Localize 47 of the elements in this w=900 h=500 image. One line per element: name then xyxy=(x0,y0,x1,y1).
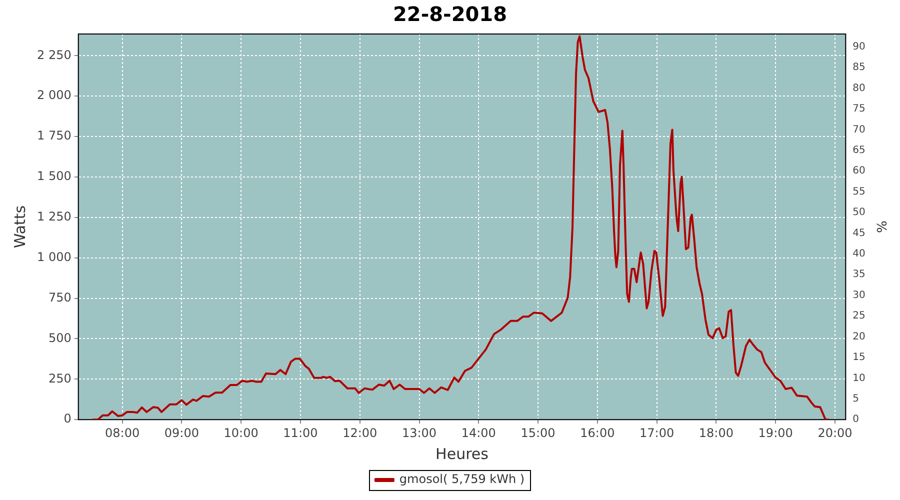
y-tick-label: 1 500 xyxy=(36,169,72,184)
y2-tick-label: 60 xyxy=(852,166,866,177)
y-tick-label: 500 xyxy=(48,330,72,345)
x-tick-label: 15:00 xyxy=(520,426,556,440)
y-tick-label: 1 250 xyxy=(36,210,72,224)
y-tick-label: 750 xyxy=(48,290,72,304)
y2-tick-label: 80 xyxy=(852,82,866,94)
y-tick-label: 0 xyxy=(64,412,72,426)
x-tick-label: 09:00 xyxy=(164,426,199,440)
x-tick-label: 14:00 xyxy=(461,426,496,440)
y2-axis-title: % xyxy=(872,220,888,233)
x-tick-label: 11:00 xyxy=(283,426,318,440)
y2-tick-label: 5 xyxy=(852,393,860,404)
y2-tick-label: 90 xyxy=(852,41,866,52)
y-tick-label: 1 000 xyxy=(36,250,72,264)
y-axis-title: Watts xyxy=(10,205,29,248)
x-tick-label: 16:00 xyxy=(580,426,615,440)
chart-title: 22-8-2018 xyxy=(392,2,508,26)
y2-tick-label: 70 xyxy=(852,124,866,136)
y2-tick-label: 75 xyxy=(852,104,866,115)
x-tick-label: 18:00 xyxy=(698,426,734,440)
y2-tick-label: 35 xyxy=(852,269,866,280)
y-tick-label: 1 750 xyxy=(36,128,72,143)
y2-tick-label: 10 xyxy=(852,372,866,384)
y2-tick-label: 50 xyxy=(852,207,866,218)
y-tick-label: 2 000 xyxy=(36,88,72,102)
y-tick-label: 2 250 xyxy=(36,48,72,62)
y2-tick-label: 25 xyxy=(852,310,866,322)
y2-tick-label: 20 xyxy=(852,331,866,342)
x-tick-label: 20:00 xyxy=(818,426,852,440)
y2-tick-label: 85 xyxy=(852,62,866,74)
x-tick-label: 10:00 xyxy=(224,426,258,440)
y2-tick-label: 65 xyxy=(852,144,866,156)
y2-tick-label: 0 xyxy=(852,414,860,426)
y2-tick-label: 40 xyxy=(852,248,866,260)
x-tick-label: 12:00 xyxy=(342,426,378,440)
x-tick-label: 19:00 xyxy=(758,426,793,440)
x-tick-label: 08:00 xyxy=(105,426,140,440)
x-axis-title: Heures xyxy=(436,444,489,463)
y2-tick-label: 15 xyxy=(852,352,866,364)
y2-tick-label: 45 xyxy=(852,228,866,239)
legend-label: gmosol( 5,759 kWh ) xyxy=(399,472,525,486)
y2-tick-label: 30 xyxy=(852,290,866,301)
x-tick-label: 13:00 xyxy=(402,426,437,440)
y2-tick-label: 55 xyxy=(852,186,866,198)
y-tick-label: 250 xyxy=(48,371,72,386)
x-tick-label: 17:00 xyxy=(640,426,674,440)
